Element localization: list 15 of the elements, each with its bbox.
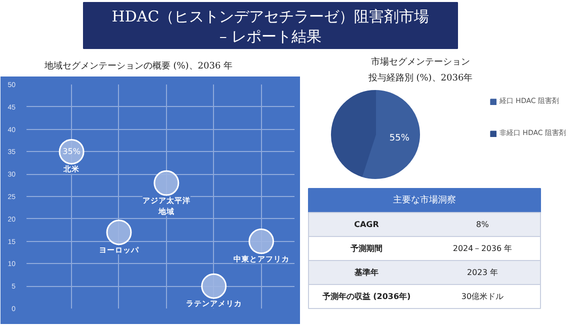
data-label: 55% (389, 133, 410, 144)
text: 予測年の収益 (2036年) (321, 292, 411, 301)
data-label: 35% (62, 147, 81, 156)
text: 2023 年 (467, 268, 498, 277)
text: 予測期間 (350, 244, 382, 253)
text: 30億米ドル (461, 292, 504, 301)
text: 2024－2036 年 (452, 244, 512, 253)
text: 基準年 (354, 268, 378, 277)
text: 主要な市場洞察 (393, 194, 456, 206)
text: CAGR (354, 220, 379, 229)
chart-title: 市場セグメンテーション (371, 56, 470, 68)
chart-subtitle: 投与経路別 (%)、2036年 (367, 72, 473, 84)
text: 8% (476, 220, 490, 229)
text: HDAC（ヒストンデアセチラーゼ）阻害剤市場 – レポート結果 (112, 8, 430, 46)
chart-title: 地域セグメンテーションの概要 (%)、2036 年 (43, 60, 233, 72)
